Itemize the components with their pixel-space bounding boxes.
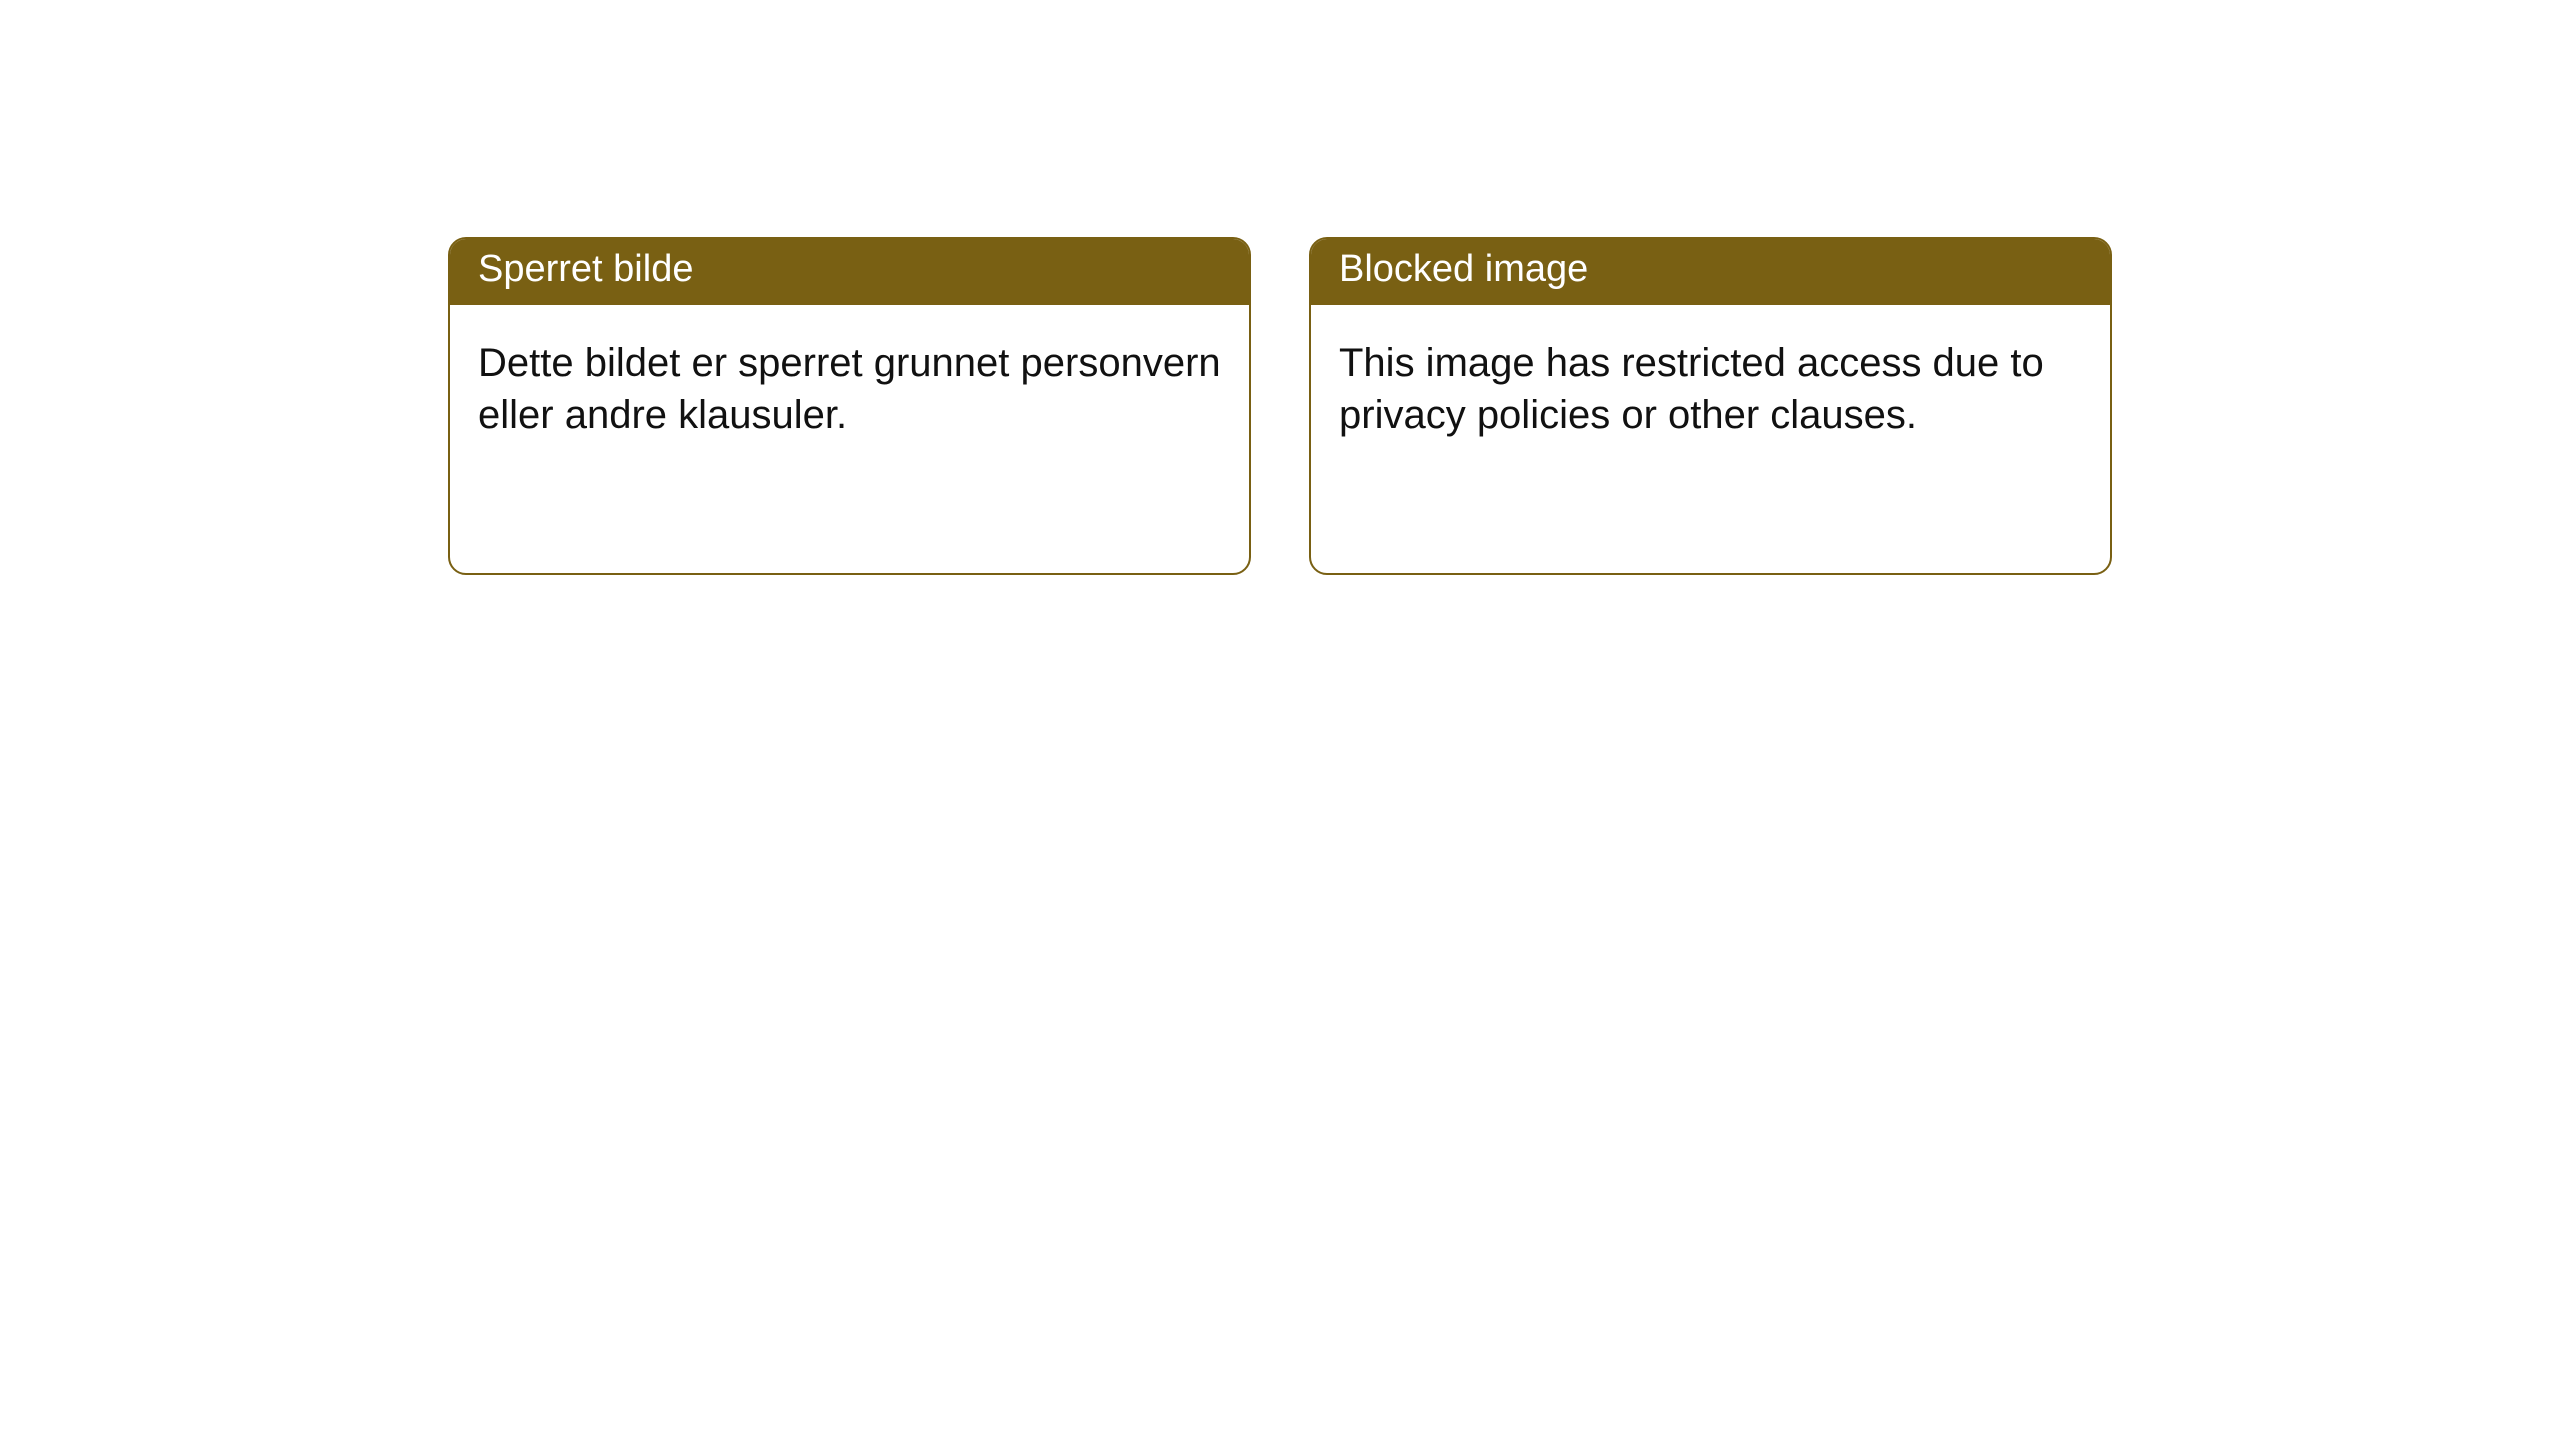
notice-card-no: Sperret bilde Dette bildet er sperret gr… [448,237,1251,575]
card-title-en: Blocked image [1339,248,1588,290]
card-title-no: Sperret bilde [478,248,693,290]
notice-container: Sperret bilde Dette bildet er sperret gr… [448,237,2113,575]
card-message-en: This image has restricted access due to … [1339,341,2044,437]
card-header-en: Blocked image [1311,239,2110,305]
card-body-no: Dette bildet er sperret grunnet personve… [450,305,1249,473]
notice-card-en: Blocked image This image has restricted … [1309,237,2112,575]
card-message-no: Dette bildet er sperret grunnet personve… [478,341,1221,437]
card-header-no: Sperret bilde [450,239,1249,305]
card-body-en: This image has restricted access due to … [1311,305,2110,473]
